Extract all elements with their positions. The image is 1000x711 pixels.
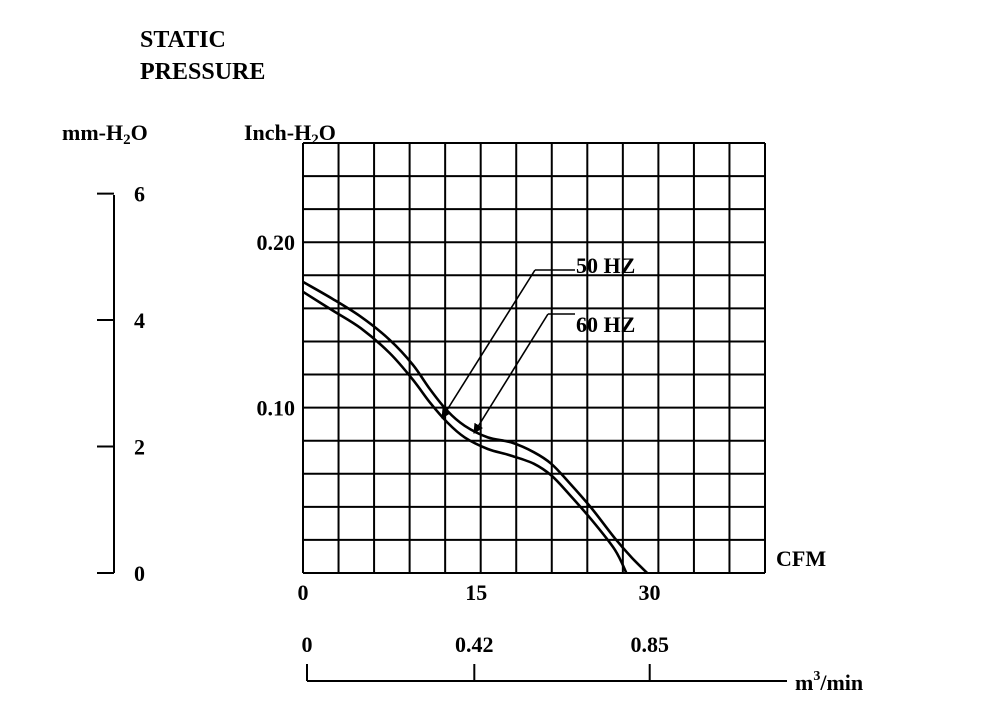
annotation-60hz-arrow [473,313,549,434]
y-tick-label: 0.10 [257,396,296,421]
series-line-50hz [302,280,649,574]
mm-h2o-tick-label: 6 [134,182,145,207]
annotation-60hz-label: 60 HZ [576,312,635,337]
m3min-tick-label: 0.85 [630,632,669,657]
chart-title-line-2: PRESSURE [140,59,265,85]
chart-title-line-1: STATIC [140,27,226,53]
x-tick-label: 15 [465,580,487,605]
m3min-tick-label: 0.42 [455,632,494,657]
m3min-axis-label: m3/min [795,669,863,695]
inch-h2o-axis-label: Inch-H2O [244,120,336,148]
annotation-50hz-arrow [441,269,536,419]
x-tick-label: 30 [639,580,661,605]
mm-h2o-tick-label: 4 [134,308,145,333]
series-line-60hz [302,290,628,574]
m3min-tick-label: 0 [302,632,313,657]
y-tick-label: 0.20 [257,230,296,255]
x-axis-label-cfm: CFM [776,546,826,571]
mm-h2o-tick-label: 0 [134,561,145,586]
chart-grid [302,142,766,574]
x-tick-label: 0 [298,580,309,605]
annotation-50hz-label: 50 HZ [576,253,635,278]
mm-h2o-tick-label: 2 [134,435,145,460]
mm-h2o-axis-label: mm-H2O [62,120,148,148]
